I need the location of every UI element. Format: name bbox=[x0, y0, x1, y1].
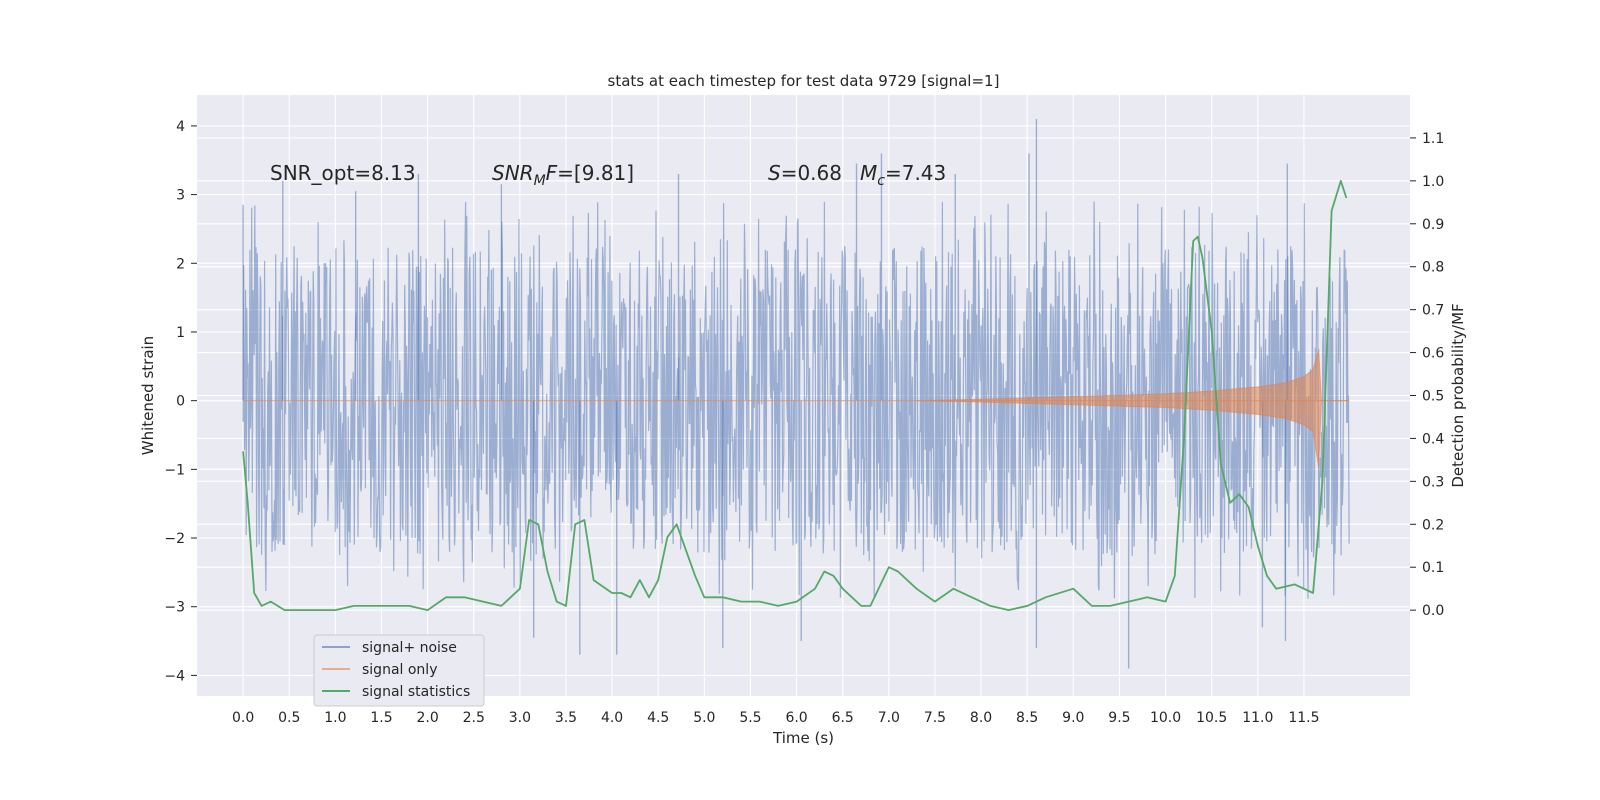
y-axis-ticks: −4 −3 −2 −1 0 1 2 3 4 bbox=[164, 119, 197, 684]
y2-axis-label: Detection probability/MF bbox=[1449, 303, 1467, 487]
y2-tick-label: 0.8 bbox=[1422, 260, 1444, 276]
y-tick-label: −2 bbox=[164, 531, 185, 547]
signal-envelope bbox=[916, 348, 1350, 468]
y2-tick-label: 0.0 bbox=[1422, 603, 1444, 619]
statistics-line bbox=[242, 179, 1348, 611]
chart-title: stats at each timestep for test data 972… bbox=[608, 72, 1000, 90]
x-tick-label: 0.0 bbox=[232, 710, 254, 726]
y-tick-label: 1 bbox=[176, 325, 185, 341]
y-tick-label: 2 bbox=[176, 256, 185, 272]
annotation-mc: Mc=7.43 bbox=[860, 161, 946, 189]
y-tick-label: −3 bbox=[164, 600, 185, 616]
x-tick-label: 4.5 bbox=[647, 710, 669, 726]
x-tick-label: 3.0 bbox=[509, 710, 531, 726]
x-tick-label: 2.0 bbox=[416, 710, 438, 726]
y-tick-label: 3 bbox=[176, 188, 185, 204]
legend-box bbox=[313, 634, 485, 707]
x-axis-ticks: 0.0 0.5 1.0 1.5 2.0 2.5 3.0 3.5 4.0 4.5 5.0 5.5 6.0 6… bbox=[232, 710, 1320, 726]
x-axis-label: Time (s) bbox=[772, 729, 834, 747]
x-tick-label: 9.5 bbox=[1108, 710, 1130, 726]
noise-trace bbox=[242, 201, 1350, 599]
x-tick-label: 9.0 bbox=[1062, 710, 1084, 726]
x-tick-label: 8.5 bbox=[1016, 710, 1038, 726]
x-tick-label: 2.5 bbox=[463, 710, 485, 726]
y2-tick-label: 0.9 bbox=[1422, 217, 1444, 233]
annotation-snr-mf: SNRMF=[9.81] bbox=[492, 161, 634, 189]
x-tick-label: 1.5 bbox=[370, 710, 392, 726]
x-tick-label: 7.0 bbox=[878, 710, 900, 726]
annotation-snr-opt: SNR_opt=8.13 bbox=[270, 161, 416, 185]
y2-tick-label: 0.2 bbox=[1422, 517, 1444, 533]
x-tick-label: 11.0 bbox=[1242, 710, 1273, 726]
legend-label-signal-only: signal only bbox=[362, 662, 437, 678]
series-signal-noise bbox=[242, 119, 1350, 669]
x-tick-label: 6.5 bbox=[832, 710, 854, 726]
x-tick-label: 5.0 bbox=[693, 710, 715, 726]
x-tick-label: 3.5 bbox=[555, 710, 577, 726]
y2-tick-label: 0.5 bbox=[1422, 389, 1444, 405]
x-tick-label: 10.0 bbox=[1150, 710, 1181, 726]
x-tick-label: 5.5 bbox=[739, 710, 761, 726]
series-signal-statistics bbox=[242, 179, 1348, 611]
x-tick-label: 6.0 bbox=[785, 710, 807, 726]
annotation-s: S=0.68 bbox=[768, 161, 842, 185]
legend-label-signal-statistics: signal statistics bbox=[362, 684, 470, 700]
y2-tick-label: 1.1 bbox=[1422, 131, 1444, 147]
y2-tick-label: 0.4 bbox=[1422, 431, 1444, 447]
y-tick-label: 4 bbox=[176, 119, 185, 135]
y2-tick-label: 0.7 bbox=[1422, 303, 1444, 319]
x-tick-label: 10.5 bbox=[1196, 710, 1227, 726]
legend: signal+ noise signal only signal statist… bbox=[313, 634, 485, 707]
y-tick-label: −1 bbox=[164, 462, 185, 478]
x-tick-label: 0.5 bbox=[278, 710, 300, 726]
y2-tick-label: 0.1 bbox=[1422, 560, 1444, 576]
series-signal-only bbox=[243, 348, 1350, 468]
y-tick-label: 0 bbox=[176, 394, 185, 410]
y2-tick-label: 1.0 bbox=[1422, 174, 1444, 190]
x-tick-label: 1.0 bbox=[324, 710, 346, 726]
x-tick-label: 4.0 bbox=[601, 710, 623, 726]
x-tick-label: 7.5 bbox=[924, 710, 946, 726]
x-tick-label: 11.5 bbox=[1288, 710, 1319, 726]
y-axis-label: Whitened strain bbox=[139, 336, 157, 455]
y2-tick-label: 0.3 bbox=[1422, 474, 1444, 490]
legend-label-signal-noise: signal+ noise bbox=[362, 640, 457, 656]
y2-axis-ticks: 0.0 0.1 0.2 0.3 0.4 0.5 0.6 0.7 0.8 0.9 1.0 1.1 bbox=[1410, 131, 1444, 619]
y2-tick-label: 0.6 bbox=[1422, 346, 1444, 362]
x-tick-label: 8.0 bbox=[970, 710, 992, 726]
y-tick-label: −4 bbox=[164, 668, 185, 684]
